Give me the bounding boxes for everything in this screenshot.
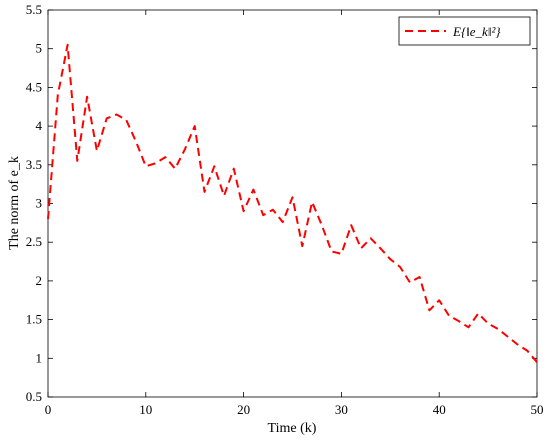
- y-tick-label: 1: [36, 350, 43, 365]
- x-tick-label: 20: [237, 402, 250, 417]
- y-tick-label: 1.5: [26, 312, 42, 327]
- x-tick-label: 40: [433, 402, 446, 417]
- y-tick-label: 2: [36, 273, 43, 288]
- x-tick-label: 50: [531, 402, 544, 417]
- y-tick-label: 5: [36, 41, 43, 56]
- plot-area: [47, 9, 538, 398]
- y-tick-label: 3: [36, 196, 43, 211]
- y-tick-label: 4.5: [26, 79, 42, 94]
- x-tick-label: 0: [45, 402, 52, 417]
- x-tick-label: 30: [335, 402, 348, 417]
- series-line: [47, 43, 538, 363]
- series-group: [47, 43, 538, 363]
- y-tick-label: 4: [36, 118, 43, 133]
- y-tick-label: 5.5: [26, 2, 42, 17]
- x-axis-label: Time (k): [268, 421, 317, 436]
- legend: E{‖e_k‖²}: [398, 16, 531, 46]
- y-tick-label: 2.5: [26, 234, 42, 249]
- y-tick-label: 0.5: [26, 389, 42, 404]
- y-axis-label: The norm of e_k: [7, 156, 22, 250]
- legend-label: E{‖e_k‖²}: [452, 24, 501, 39]
- axis-ticks: 0 10 20 30 40 50 0.5 1 1.5 2 2.5 3 3.5 4 4.5 5 5.5: [26, 2, 544, 417]
- x-tick-label: 10: [139, 402, 152, 417]
- y-tick-label: 3.5: [26, 157, 42, 172]
